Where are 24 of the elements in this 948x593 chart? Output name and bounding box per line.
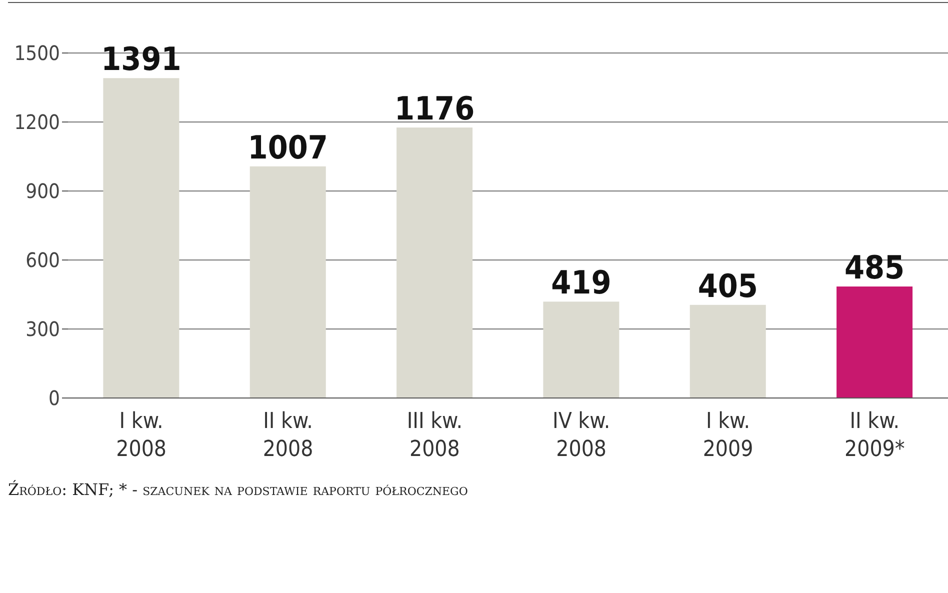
data-label: 419 bbox=[551, 264, 612, 302]
bar bbox=[836, 286, 913, 398]
bar bbox=[103, 78, 180, 398]
y-tick-label: 300 bbox=[26, 317, 60, 342]
data-label: 405 bbox=[698, 266, 758, 305]
data-label: 1007 bbox=[248, 128, 328, 166]
x-tick-label: IV kw. 2008 bbox=[552, 409, 610, 462]
y-tick-label: 0 bbox=[48, 386, 60, 410]
y-tick-label: 900 bbox=[26, 179, 60, 204]
bar bbox=[690, 304, 766, 398]
x-tick-label: II kw. 2009* bbox=[844, 409, 905, 462]
data-label: 1176 bbox=[394, 90, 475, 128]
bar bbox=[396, 128, 473, 398]
x-tick-label: I kw. 2009 bbox=[702, 409, 754, 462]
x-tick-label: II kw. 2008 bbox=[262, 409, 314, 462]
data-label: 485 bbox=[844, 248, 905, 286]
y-tick-label: 1500 bbox=[14, 41, 60, 66]
y-tick-label: 1200 bbox=[14, 110, 60, 134]
bar bbox=[543, 302, 620, 398]
x-tick-label: III kw. 2008 bbox=[406, 409, 463, 462]
bar bbox=[250, 166, 326, 398]
y-tick-label: 600 bbox=[26, 248, 60, 272]
x-tick-label: I kw. 2008 bbox=[116, 409, 167, 462]
text: Źródło: KNF; * - szacunek na podstawie raportu półrocznego bbox=[8, 480, 469, 499]
